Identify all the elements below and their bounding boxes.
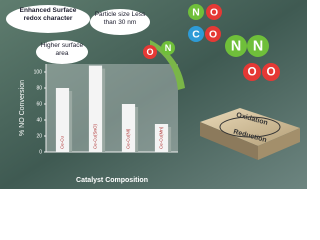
atom (247, 35, 269, 57)
y-axis-title: % NO Conversion (19, 80, 26, 136)
atom-label: O (209, 29, 217, 40)
graphic: % NO Conversion Catalyst Composition Oxi… (0, 0, 307, 189)
atom (206, 4, 222, 20)
bubble-label: Enhanced Surface redox character (19, 7, 77, 22)
x-tick-label: Ce-Cu(Ni) (126, 128, 131, 149)
bubble (6, 5, 90, 33)
atom-label: O (247, 66, 256, 79)
bar (154, 124, 169, 152)
catalyst-block-side (258, 128, 300, 160)
y-tick-label: 80 (36, 85, 42, 91)
bubble-text: Higher surface area (40, 42, 84, 57)
atom (188, 26, 204, 42)
atom (143, 45, 157, 59)
atom (161, 41, 175, 55)
atom-label: O (266, 66, 275, 79)
x-axis-title: Catalyst Composition (76, 177, 148, 184)
y-tick-label: 20 (36, 133, 42, 139)
atom-label: N (231, 38, 241, 54)
bar (88, 65, 103, 152)
y-tick-label: 40 (36, 117, 42, 123)
bubble (90, 9, 150, 35)
atom-label: N (192, 7, 200, 18)
y-tick-label: 0 (39, 149, 42, 155)
bubble (36, 40, 88, 64)
bubble-text: Particle size Less than 30 nm (94, 11, 146, 26)
bar (121, 104, 136, 152)
arrow (150, 40, 185, 90)
atom-label: N (165, 43, 172, 53)
atom-label: N (253, 38, 263, 54)
catalyst-block-side (200, 122, 258, 160)
atom-label: C (192, 29, 200, 40)
atom (262, 63, 280, 81)
atom-label: O (210, 7, 218, 18)
atom (225, 35, 247, 57)
bar (55, 88, 70, 152)
bubble-label: Particle size Less than 30 nm (94, 11, 146, 26)
cycle-arrow (219, 116, 281, 138)
x-tick-label: Ce-Cu(SnO) (93, 123, 98, 149)
y-tick-label: 60 (36, 101, 42, 107)
bubble-label: Higher surface area (40, 42, 84, 57)
y-tick-label: 100 (34, 69, 43, 75)
atom (243, 63, 261, 81)
atom (205, 26, 221, 42)
x-tick-label: Ce-Cu(Mn) (159, 126, 164, 149)
atom (188, 4, 204, 20)
bubble-text: Enhanced Surface redox character (19, 7, 77, 22)
atom-label: O (146, 47, 153, 57)
catalyst-block (200, 108, 300, 146)
x-tick-label: Ce-Cu (60, 135, 65, 149)
